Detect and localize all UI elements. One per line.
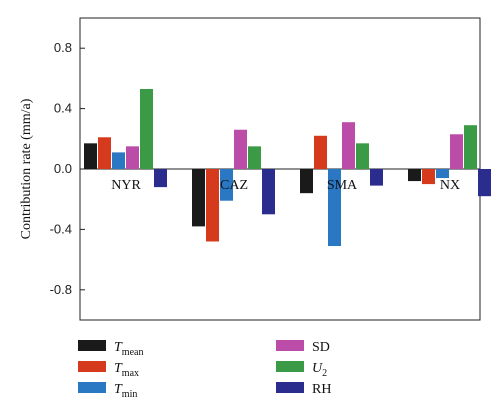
- legend: Tmean SD Tmax U2 Tmin RH: [78, 340, 331, 400]
- bar-nyr-sd: [126, 146, 139, 169]
- bar-caz-tmean: [192, 169, 205, 227]
- y-tick-label: -0.8: [50, 282, 72, 297]
- category-label: NX: [440, 178, 460, 193]
- legend-label: U2: [312, 361, 327, 379]
- category-label: NYR: [111, 178, 141, 193]
- legend-swatch: [78, 361, 106, 372]
- y-axis-ticks: 0.8 0.4 0.0 -0.4 -0.8: [50, 40, 85, 297]
- legend-swatch: [276, 340, 304, 351]
- legend-swatch: [276, 361, 304, 372]
- bar-nyr-u2: [140, 88, 153, 169]
- bar-caz-rh: [262, 169, 275, 215]
- legend-swatch: [78, 382, 106, 393]
- y-tick-label: 0.4: [54, 101, 72, 116]
- legend-label: Tmax: [114, 361, 139, 379]
- y-tick-label: 0.8: [54, 40, 72, 55]
- y-tick-label: 0.0: [54, 161, 72, 176]
- legend-swatch: [78, 340, 106, 351]
- bar-nx-tmax: [422, 169, 435, 185]
- bars: [84, 88, 491, 247]
- legend-label: Tmean: [114, 340, 143, 358]
- bar-nyr-tmin: [112, 152, 125, 169]
- legend-label: Tmin: [114, 382, 137, 400]
- category-labels: NYR CAZ SMA NX: [111, 178, 460, 193]
- y-axis-title: Contribution rate (mm/a): [19, 98, 34, 239]
- bar-nx-sd: [450, 134, 463, 169]
- bar-sma-rh: [370, 169, 383, 186]
- bar-nx-rh: [478, 169, 491, 197]
- bar-sma-tmax: [314, 135, 327, 169]
- bar-caz-sd: [234, 129, 247, 169]
- bar-sma-tmean: [300, 169, 313, 194]
- category-label: CAZ: [220, 178, 248, 193]
- bar-nyr-tmax: [98, 137, 111, 169]
- bar-nx-tmean: [408, 169, 421, 182]
- bar-nx-tmin: [436, 169, 449, 179]
- bar-nyr-rh: [154, 169, 167, 188]
- bar-caz-tmin: [220, 169, 233, 201]
- bar-caz-tmax: [206, 169, 219, 242]
- bar-caz-u2: [248, 146, 261, 169]
- bar-nyr-tmean: [84, 143, 97, 169]
- y-tick-label: -0.4: [50, 221, 72, 236]
- category-label: SMA: [327, 178, 358, 193]
- bar-nx-u2: [464, 125, 477, 169]
- bar-sma-sd: [342, 122, 355, 169]
- bar-sma-tmin: [328, 169, 341, 247]
- legend-label: RH: [312, 382, 331, 397]
- legend-swatch: [276, 382, 304, 393]
- legend-label: SD: [312, 340, 330, 355]
- bar-sma-u2: [356, 143, 369, 169]
